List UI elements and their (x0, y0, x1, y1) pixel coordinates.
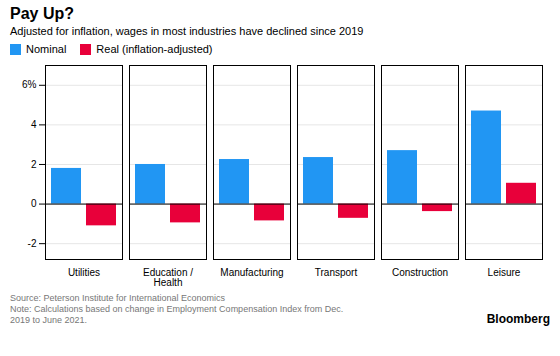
svg-text:0: 0 (31, 198, 37, 209)
html-text:Adjusted for inflation, wages: Adjusted for inflation, wages in most in… (10, 25, 364, 37)
svg-text:Education /Health: Education /Health (143, 267, 193, 288)
svg-text:Utilities: Utilities (68, 267, 100, 278)
svg-text:4: 4 (31, 119, 37, 130)
html-text:Bloomberg: Bloomberg (486, 312, 550, 326)
html-text:Source: Peterson Institute for: Source: Peterson Institute for Internati… (10, 293, 344, 325)
svg-text:Manufacturing: Manufacturing (220, 267, 283, 278)
svg-text:-2: -2 (28, 238, 37, 249)
html-text:Nominal: Nominal (26, 43, 67, 55)
svg-text:2: 2 (31, 159, 37, 170)
html-text:Real (inflation-adjusted): Real (inflation-adjusted) (96, 43, 213, 55)
html-text:Pay Up?: Pay Up? (10, 5, 74, 22)
svg-text:6%: 6% (22, 79, 37, 90)
svg-text:Leisure: Leisure (488, 267, 521, 278)
svg-text:Transport: Transport (315, 267, 358, 278)
svg-text:Construction: Construction (392, 267, 448, 278)
